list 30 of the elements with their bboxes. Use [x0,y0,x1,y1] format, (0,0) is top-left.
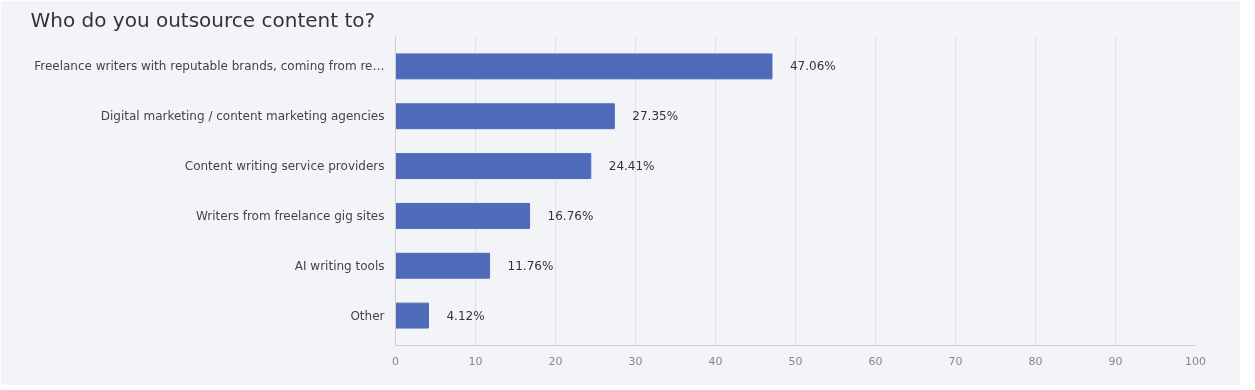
x-tick-label: 90 [1108,354,1123,368]
x-tick-label: 40 [708,354,723,368]
data-label: 4.12% [446,308,485,323]
x-tick-label: 50 [788,354,803,368]
x-tick-label: 30 [628,354,643,368]
x-tick-label: 80 [1028,354,1043,368]
x-tick-label: 0 [392,354,399,368]
bar [395,153,592,180]
bar [395,202,531,229]
y-tick-label: AI writing tools [294,258,385,273]
bar [395,252,491,279]
bar [395,103,615,130]
x-tick-label: 10 [468,354,483,368]
data-label: 27.35% [632,109,679,124]
y-tick-label: Content writing service providers [184,159,385,174]
data-label: 11.76% [507,258,554,273]
x-tick-label: 70 [948,354,963,368]
bar [395,53,773,80]
x-tick-label: 20 [548,354,563,368]
bar [395,302,429,329]
text: Who do you outsource content to? [30,7,376,32]
x-tick-label: 60 [868,354,883,368]
data-label: 24.41% [608,159,655,174]
data-label: 16.76% [547,208,594,223]
x-tick-label: 100 [1185,354,1206,368]
y-tick-label: Freelance writers with reputable brands, coming from re… [34,59,385,74]
y-tick-label: Other [350,308,385,323]
y-tick-label: Writers from freelance gig sites [196,208,385,223]
data-label: 47.06% [789,59,836,74]
y-tick-label: Digital marketing / content marketing agencies [100,109,385,124]
